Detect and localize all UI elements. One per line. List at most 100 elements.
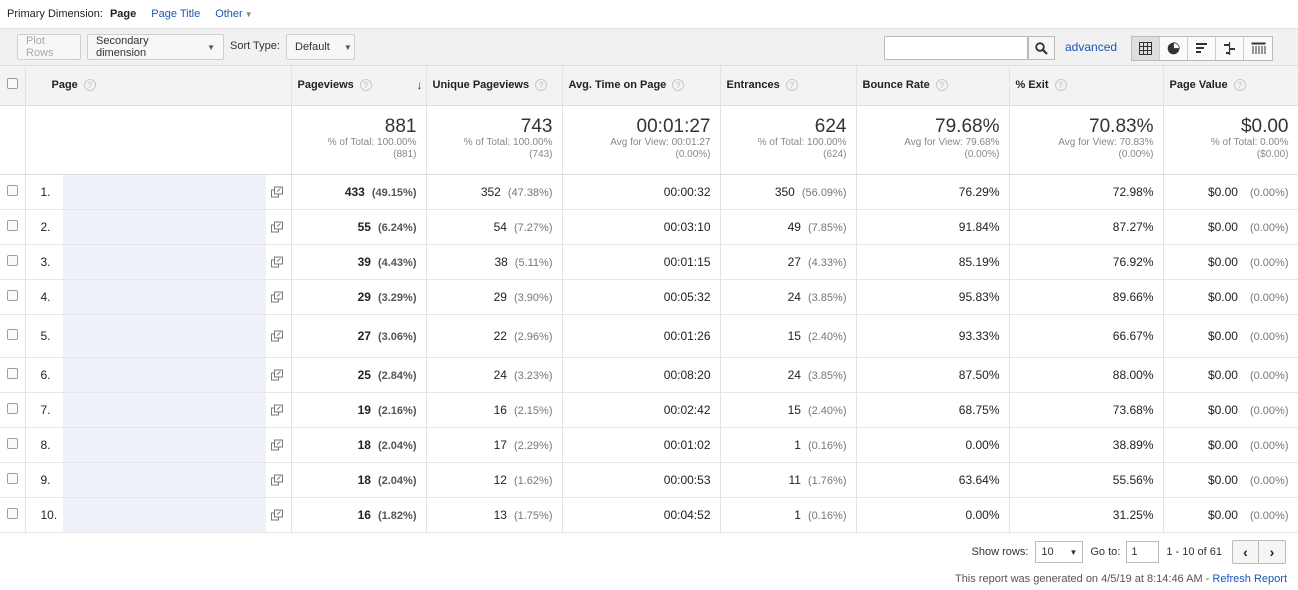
- row-checkbox[interactable]: [6, 437, 18, 449]
- entrances-value: 1: [794, 437, 801, 452]
- exit-cell: 31.25%: [1009, 497, 1164, 533]
- unique-pageviews-percent: (47.38%): [507, 186, 553, 199]
- header-exit-label: % Exit: [1015, 79, 1049, 92]
- external-link-icon[interactable]: [270, 291, 283, 302]
- help-icon[interactable]: ?: [672, 79, 685, 92]
- comparison-view-button[interactable]: [1216, 37, 1244, 60]
- help-icon[interactable]: ?: [535, 79, 548, 92]
- primary-dimension-page[interactable]: Page: [109, 8, 137, 20]
- primary-dimension-page-title[interactable]: Page Title: [151, 8, 201, 20]
- pivot-view-button[interactable]: [1244, 37, 1272, 60]
- unique-pageviews-percent: (7.27%): [513, 221, 553, 234]
- help-icon[interactable]: ?: [935, 79, 948, 92]
- entrances-value: 24: [787, 289, 801, 304]
- avg-time-cell: 00:04:52: [562, 497, 721, 533]
- primary-dimension-other[interactable]: Other ▼: [215, 8, 252, 20]
- row-checkbox[interactable]: [6, 219, 18, 231]
- header-page-value[interactable]: Page Value?: [1163, 66, 1298, 106]
- avg-time-cell: 00:08:20: [562, 357, 721, 393]
- pageviews-cell: 18 (2.04%): [291, 462, 427, 498]
- redacted-page-path: [62, 392, 266, 427]
- sort-type-label: Sort Type:: [230, 40, 280, 52]
- entrances-percent: (0.16%): [807, 509, 847, 522]
- total-subtext: (743): [529, 148, 553, 160]
- exit-cell: 87.27%: [1009, 209, 1164, 245]
- header-page[interactable]: Page?: [25, 66, 292, 106]
- refresh-report-link[interactable]: Refresh Report: [1212, 573, 1287, 585]
- goto-input[interactable]: 1: [1126, 541, 1160, 563]
- help-icon[interactable]: ?: [1054, 79, 1067, 92]
- row-checkbox[interactable]: [6, 367, 18, 379]
- bounce-rate-cell: 85.19%: [856, 244, 1010, 280]
- sort-type-dropdown[interactable]: Default ▼: [286, 34, 355, 60]
- header-unique-pageviews[interactable]: Unique Pageviews?: [426, 66, 563, 106]
- page-value-percent: (0.00%): [1249, 474, 1289, 487]
- show-rows-select[interactable]: 10 ▼: [1035, 541, 1084, 563]
- external-link-icon[interactable]: [270, 474, 283, 485]
- header-pageviews[interactable]: Pageviews? ↓: [291, 66, 427, 106]
- external-link-icon[interactable]: [270, 256, 283, 267]
- header-avg-time[interactable]: Avg. Time on Page?: [562, 66, 721, 106]
- pageviews-value: 18: [357, 437, 371, 452]
- search-button[interactable]: [1028, 36, 1055, 60]
- page-value-percent: (0.00%): [1249, 330, 1289, 343]
- totals-avg-time: 00:01:27 Avg for View: 00:01:27 (0.00%): [562, 105, 721, 175]
- page-cell: 1.: [25, 174, 292, 210]
- avg-time-cell: 00:01:15: [562, 244, 721, 280]
- header-entrances[interactable]: Entrances?: [720, 66, 857, 106]
- entrances-value: 27: [787, 254, 801, 269]
- table-row: 2. 55 (6.24%) 54 (7.27%) 00:03:10 49 (7.85%) 91.…: [0, 209, 1298, 245]
- advanced-link[interactable]: advanced: [1065, 40, 1118, 54]
- unique-pageviews-value: 54: [493, 219, 507, 234]
- row-checkbox[interactable]: [6, 254, 18, 266]
- row-checkbox[interactable]: [6, 184, 18, 196]
- unique-pageviews-value: 13: [493, 507, 507, 522]
- pie-view-button[interactable]: [1160, 37, 1188, 60]
- total-value: 624: [814, 115, 847, 137]
- performance-view-button[interactable]: [1188, 37, 1216, 60]
- goto-label: Go to:: [1090, 546, 1121, 558]
- external-link-icon[interactable]: [270, 186, 283, 197]
- bounce-rate-cell: 0.00%: [856, 427, 1010, 463]
- report-generated-note: This report was generated on 4/5/19 at 8…: [955, 573, 1287, 585]
- external-link-icon[interactable]: [270, 330, 283, 341]
- help-icon[interactable]: ?: [785, 79, 798, 92]
- header-exit[interactable]: % Exit?: [1009, 66, 1164, 106]
- prev-page-button[interactable]: ‹: [1233, 541, 1259, 563]
- help-icon[interactable]: ?: [359, 79, 372, 92]
- unique-pageviews-cell: 12 (1.62%): [426, 462, 563, 498]
- search-input[interactable]: [884, 36, 1028, 60]
- redacted-page-path: [62, 462, 266, 497]
- row-checkbox[interactable]: [6, 472, 18, 484]
- exit-cell: 55.56%: [1009, 462, 1164, 498]
- help-icon[interactable]: ?: [83, 79, 96, 92]
- select-all-checkbox[interactable]: [6, 78, 18, 90]
- header-bounce-rate[interactable]: Bounce Rate?: [856, 66, 1010, 106]
- total-subtext: (881): [393, 148, 417, 160]
- row-checkbox[interactable]: [6, 289, 18, 301]
- total-value: 79.68%: [935, 115, 1000, 137]
- row-checkbox[interactable]: [6, 507, 18, 519]
- next-page-button[interactable]: ›: [1259, 541, 1285, 563]
- entrances-value: 350: [774, 184, 795, 199]
- avg-time-cell: 00:01:02: [562, 427, 721, 463]
- external-link-icon[interactable]: [270, 509, 283, 520]
- entrances-percent: (1.76%): [807, 474, 847, 487]
- row-number: 7.: [40, 402, 51, 417]
- plot-rows-button[interactable]: Plot Rows: [17, 34, 81, 60]
- row-checkbox[interactable]: [6, 328, 18, 340]
- row-number: 3.: [40, 254, 51, 269]
- table-view-button[interactable]: [1132, 37, 1160, 60]
- external-link-icon[interactable]: [270, 439, 283, 450]
- total-subtext: % of Total: 0.00%: [1210, 136, 1289, 148]
- external-link-icon[interactable]: [270, 369, 283, 380]
- totals-row: 881% of Total: 100.00% (881) 743% of Tota…: [0, 105, 1298, 175]
- secondary-dimension-dropdown[interactable]: Secondary dimension ▼: [87, 34, 224, 60]
- page-value-cell: $0.00 (0.00%): [1163, 497, 1298, 533]
- help-icon[interactable]: ?: [1233, 79, 1246, 92]
- total-subtext: Avg for View: 00:01:27: [610, 136, 711, 148]
- row-checkbox[interactable]: [6, 402, 18, 414]
- external-link-icon[interactable]: [270, 221, 283, 232]
- external-link-icon[interactable]: [270, 404, 283, 415]
- row-checkbox-cell: [0, 209, 26, 245]
